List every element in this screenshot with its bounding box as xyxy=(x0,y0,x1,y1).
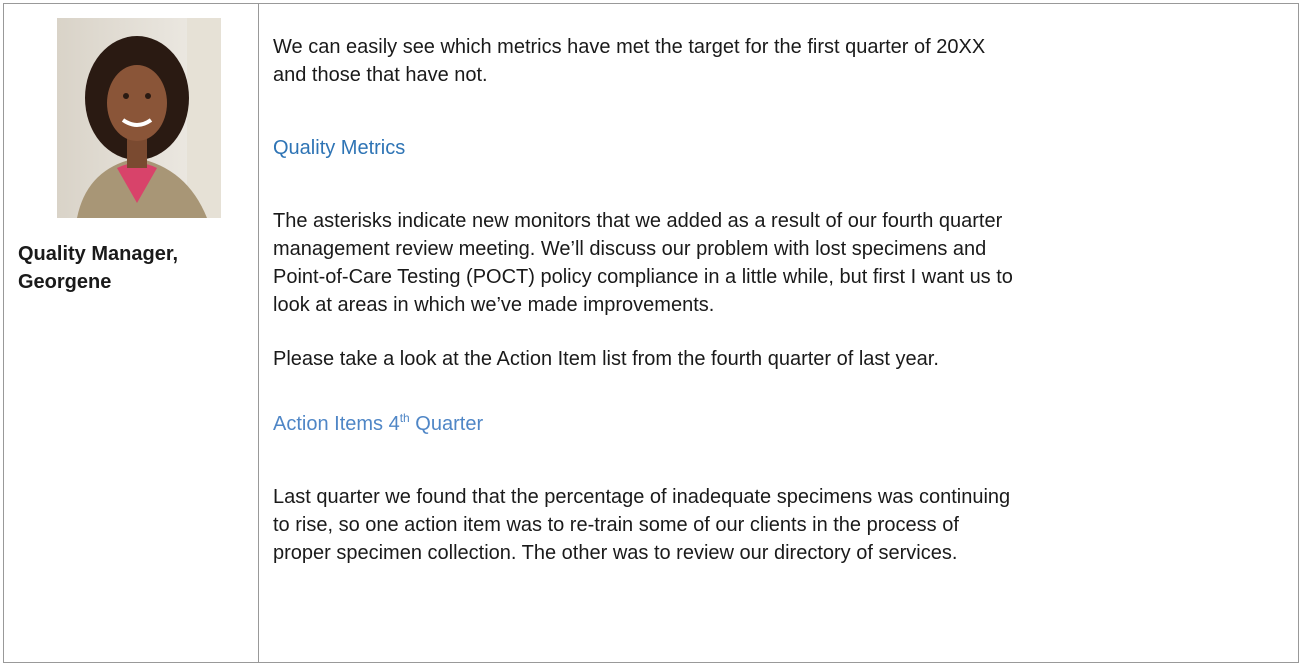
text-line: Last quarter we found that the percentag… xyxy=(273,483,1010,511)
heading: Action Items 4th Quarter xyxy=(273,410,483,438)
text-line: Please take a look at the Action Item li… xyxy=(273,345,939,373)
text-line: look at areas in which we’ve made improv… xyxy=(273,291,1013,319)
paragraph: Please take a look at the Action Item li… xyxy=(273,345,939,373)
page: Quality Manager, Georgene We can easily … xyxy=(0,0,1303,657)
text-line: management review meeting. We’ll discuss… xyxy=(273,235,1013,263)
paragraph: The asterisks indicate new monitors that… xyxy=(273,207,1013,319)
text-line: proper specimen collection. The other wa… xyxy=(273,539,1010,567)
text-line: Point-of-Care Testing (POCT) policy comp… xyxy=(273,263,1013,291)
photo-caption: Quality Manager, Georgene xyxy=(18,240,178,296)
intro-paragraph: We can easily see which metrics have met… xyxy=(273,33,985,89)
caption-line: Georgene xyxy=(18,268,178,296)
heading-text: Quarter xyxy=(415,413,483,435)
text-line: and those that have not. xyxy=(273,61,985,89)
text-line: The asterisks indicate new monitors that… xyxy=(273,207,1013,235)
superscript: th xyxy=(400,411,410,425)
heading: Quality Metrics xyxy=(273,134,405,162)
heading-text: Action Items 4 xyxy=(273,413,400,435)
caption-line: Quality Manager, xyxy=(18,240,178,268)
paragraph: Last quarter we found that the percentag… xyxy=(273,483,1010,567)
text-line: to rise, so one action item was to re-tr… xyxy=(273,511,1010,539)
column-divider xyxy=(258,3,259,663)
text-line: We can easily see which metrics have met… xyxy=(273,33,985,61)
portrait-photo xyxy=(57,18,221,218)
